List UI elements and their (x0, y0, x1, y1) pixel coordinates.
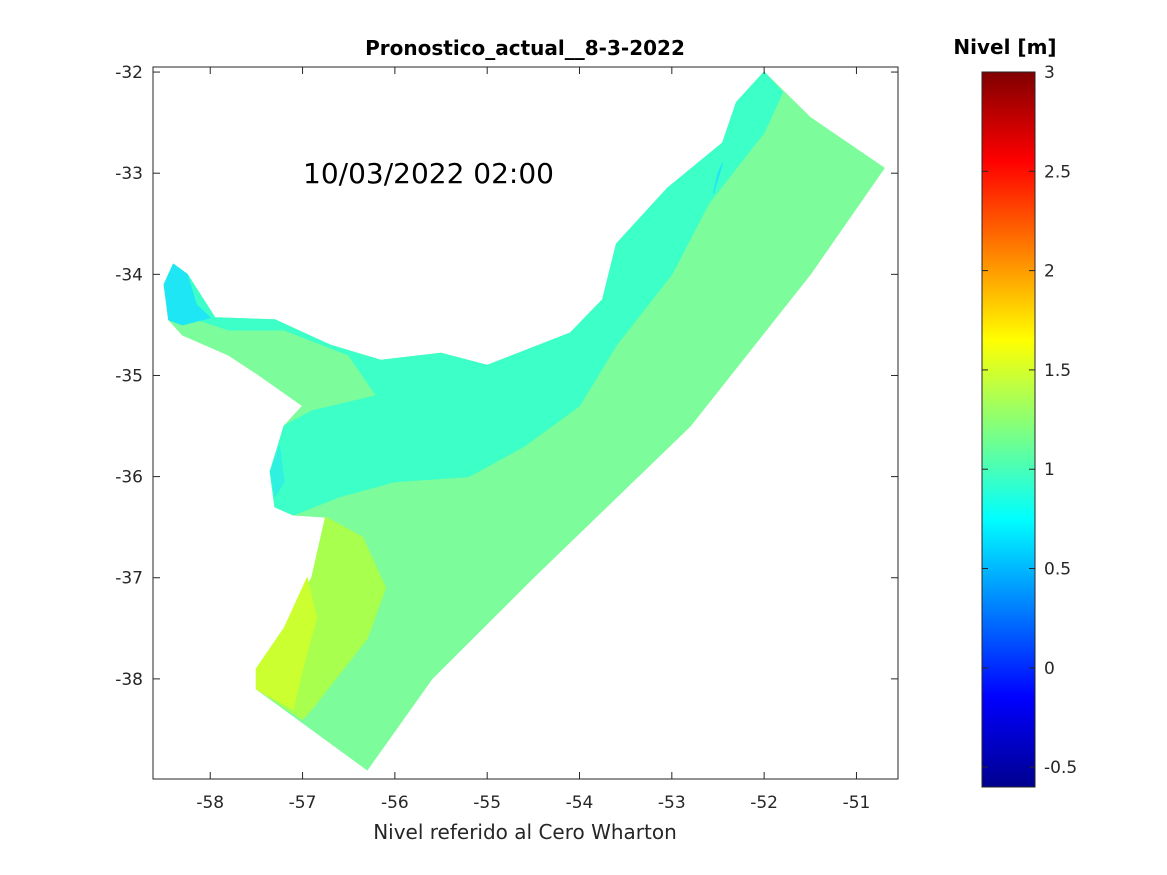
region-patos-lagoon-outlet (712, 162, 724, 194)
region-estuary-and-coastal-waters (182, 71, 784, 516)
x-axis: -58 -57 -56 -55 -54 -53 -52 -51 (196, 67, 870, 813)
y-tick-label: -32 (115, 63, 143, 83)
region-samborombon-bay-edge (269, 445, 285, 498)
region-rio-de-la-plata-inner (163, 263, 211, 326)
colorbar-tick-label: 0.5 (1044, 560, 1071, 580)
y-tick-label: -37 (115, 569, 143, 589)
colorbar (981, 71, 1036, 788)
x-tick-label: -54 (566, 793, 594, 813)
y-axis: -32 -33 -34 -35 -36 -37 -38 (115, 63, 898, 690)
x-tick-label: -58 (196, 793, 224, 813)
colorbar-tick-label: 1 (1044, 460, 1055, 480)
y-tick-label: -33 (115, 164, 143, 184)
y-tick-label: -38 (115, 670, 143, 690)
chart-title: Pronostico_actual__8-3-2022 (365, 36, 685, 60)
colorbar-tick-label: 3 (1044, 63, 1055, 83)
x-tick-label: -51 (843, 793, 871, 813)
y-tick-label: -35 (115, 366, 143, 386)
data-regions (163, 71, 885, 771)
x-tick-label: -55 (473, 793, 501, 813)
y-tick-label: -36 (115, 468, 143, 488)
x-tick-label: -57 (289, 793, 317, 813)
x-tick-label: -56 (381, 793, 409, 813)
colorbar-tick-label: 0 (1044, 659, 1055, 679)
colorbar-tick-label: 2.5 (1044, 162, 1071, 182)
colorbar-ticks: 3 2.5 2 1.5 1 0.5 0 -0.5 (982, 63, 1077, 778)
y-tick-label: -34 (115, 265, 143, 285)
x-tick-label: -52 (750, 793, 778, 813)
colorbar-tick-label: 2 (1044, 262, 1055, 282)
plot-area-border (152, 66, 899, 780)
x-tick-label: -53 (658, 793, 686, 813)
colorbar-label: Nivel [m] (953, 35, 1056, 59)
colorbar-tick-label: 1.5 (1044, 361, 1071, 381)
timestamp-annotation: 10/03/2022 02:00 (303, 157, 554, 190)
region-southern-coast-inshore (255, 577, 317, 710)
colorbar-tick-label: -0.5 (1044, 758, 1077, 778)
x-axis-label: Nivel referido al Cero Wharton (373, 820, 677, 844)
